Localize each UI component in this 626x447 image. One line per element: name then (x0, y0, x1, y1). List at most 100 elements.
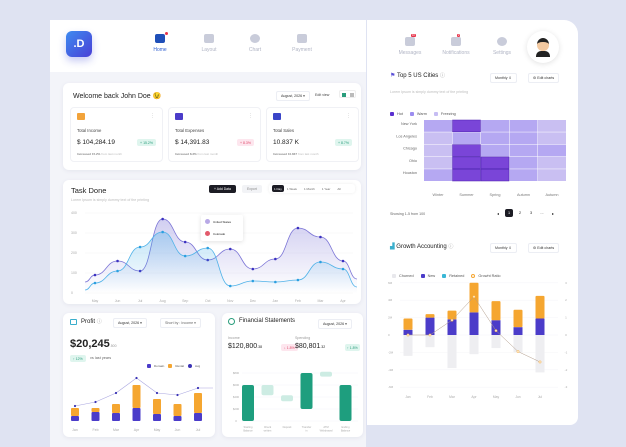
retained-bar (425, 314, 435, 318)
edit-view-link[interactable]: Edit view (315, 93, 330, 97)
avg-point (73, 404, 77, 408)
y-tick-label: 100 (71, 271, 77, 275)
heatmap-cell (538, 144, 566, 157)
grid-view-icon (342, 92, 346, 97)
data-point (251, 279, 255, 283)
series-line (84, 231, 358, 291)
x-tick-label: Apr (471, 395, 477, 399)
showing-text: Showing 1-5 from 100 (390, 212, 426, 216)
more-icon[interactable]: ⋮ (248, 113, 253, 119)
profit-legend: Domain Rental Avg (147, 355, 200, 373)
data-point (206, 246, 210, 250)
profit-date-select[interactable]: August, 2026 ▾ (113, 318, 147, 328)
profit-badge: ↑ 12% (70, 355, 86, 362)
heatmap-cell (424, 120, 452, 132)
y-tick-label: 6M (388, 281, 393, 285)
info-icon: ⓘ (439, 73, 445, 79)
range-1week[interactable]: 1 Week (286, 186, 297, 191)
add-data-button[interactable]: + Add Data (209, 185, 236, 193)
page-3[interactable]: 3 (529, 211, 533, 215)
x-tick-label: Sep (182, 299, 188, 303)
view-toggle[interactable] (339, 90, 356, 98)
range-1day[interactable]: 1 Day (272, 185, 284, 192)
stat-card: ⋮ Total Sales 10.837 K + 8.7% Increased … (266, 107, 359, 162)
heatmap-cell (481, 120, 509, 132)
cities-subtitle: Lorem Ipsum is simply dummy text of the … (390, 90, 469, 94)
y-tick-label: $400 (233, 395, 240, 399)
more-icon[interactable]: ⋮ (150, 113, 155, 119)
heatmap-cell (452, 144, 481, 157)
data-point (274, 257, 277, 261)
churned-bar (535, 335, 545, 373)
nav-layout[interactable]: Layout (189, 34, 229, 53)
stat-icon (77, 113, 85, 120)
task-done-card: Task Done Lorem Ipsum is simply dummy te… (63, 180, 361, 304)
x-tick-label: Jan (273, 299, 279, 303)
cities-period-select[interactable]: Monthly ⇕ (490, 73, 517, 83)
task-title: Task Done (71, 186, 107, 195)
y-tick-label: -6M (388, 385, 394, 389)
y-tick-label: 4M (388, 298, 393, 302)
data-point (161, 230, 164, 234)
stat-icon (175, 113, 183, 120)
x-tick-label: Jan (72, 428, 78, 432)
waterfall-bar (261, 385, 274, 396)
next-page-button[interactable]: ▸ (552, 211, 554, 216)
topbar-settings[interactable]: Settings (482, 37, 522, 56)
pie-icon (250, 34, 260, 43)
cities-edit-button[interactable]: ⚙ Edit charts (528, 73, 560, 83)
x-tick-label: Dec (250, 299, 256, 303)
heatmap-cell (452, 132, 481, 145)
waterfall-bar (242, 385, 254, 421)
nav-chart[interactable]: Chart (235, 34, 275, 53)
date-select[interactable]: August, 2026 ▾ (276, 91, 310, 101)
col-label: Autumn (517, 193, 530, 197)
x-tick-label: Feb (92, 428, 98, 432)
data-point (183, 240, 187, 244)
cities-legend: Hot Warm Freezing (390, 103, 463, 121)
heatmap-cell (538, 156, 566, 169)
topbar-notifications[interactable]: 2 Notifications (442, 34, 470, 56)
stat-label: Total Expenses (175, 128, 205, 133)
nav-payment[interactable]: Payment (282, 34, 322, 53)
app-logo[interactable]: .D (66, 31, 92, 57)
list-view-icon (350, 92, 354, 97)
export-button[interactable]: Export (242, 185, 262, 193)
nav-home[interactable]: Home (140, 32, 180, 53)
stat-note: Increased 8.3% from last month (175, 152, 219, 156)
y-tick-label: -2M (388, 350, 394, 354)
user-avatar[interactable] (527, 31, 559, 63)
profit-value: $20,245.500 (70, 338, 117, 350)
growth-edit-button[interactable]: ⚙ Edit charts (528, 243, 560, 253)
range-all[interactable]: All (337, 186, 341, 191)
heatmap-cell (481, 132, 509, 145)
growth-period-select[interactable]: Monthly ⇕ (490, 243, 517, 253)
page-2[interactable]: 2 (518, 211, 522, 215)
range-1month[interactable]: 1 Month (303, 186, 315, 191)
stat-icon (273, 113, 281, 120)
sort-select[interactable]: Short by : Income ▾ (160, 318, 201, 328)
heatmap-cell (509, 169, 538, 181)
more-icon[interactable]: ⋮ (346, 113, 351, 119)
data-point (341, 267, 345, 271)
topbar-messages[interactable]: 10 Messages (398, 34, 422, 56)
page-1[interactable]: 1 (505, 209, 513, 217)
new-bar (491, 320, 501, 335)
domain-bar (194, 413, 202, 421)
data-point (93, 273, 97, 277)
stat-change: + 15.2% (137, 139, 156, 146)
top-nav (50, 20, 366, 72)
financial-date-select[interactable]: August, 2026 ▾ (318, 319, 352, 329)
data-point (274, 280, 277, 284)
heatmap-cell (481, 144, 509, 157)
col-label: Spring (490, 193, 501, 197)
y2-tick-label: 3 (565, 281, 567, 285)
heatmap-cell (509, 132, 538, 145)
prev-page-button[interactable]: ◂ (497, 211, 499, 216)
welcome-title: Welcome back John Doe 😉 (73, 93, 162, 100)
range-1year[interactable]: 1 Year (321, 186, 331, 191)
waterfall-bar (339, 385, 352, 421)
avg-point (176, 393, 179, 397)
wallet-icon (297, 34, 307, 43)
profit-card: Profit ⓘ August, 2026 ▾ Short by : Incom… (63, 313, 215, 437)
